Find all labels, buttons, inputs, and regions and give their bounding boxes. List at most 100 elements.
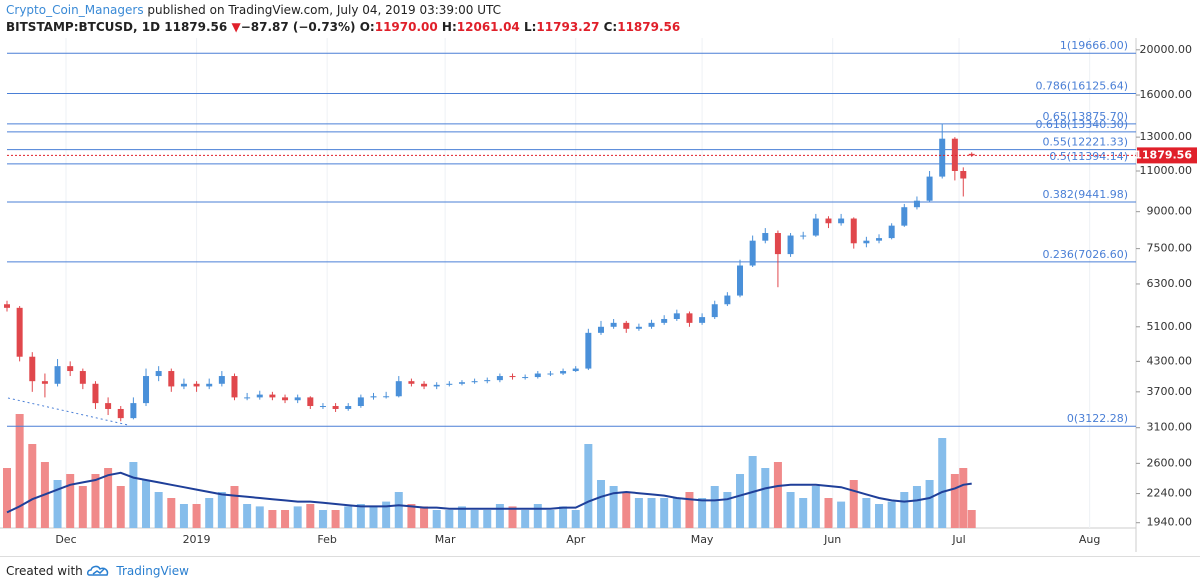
volume-bar [546,510,555,528]
ohlc-line: BITSTAMP:BTCUSD, 1D 11879.56 ▼−87.87 (−0… [6,19,680,36]
candle-body [105,403,112,409]
x-tick-label: Jul [951,533,965,546]
candle-body [332,406,339,409]
candle-body [901,207,908,226]
volume-bar [508,506,517,528]
volume-bar [217,492,226,528]
candle-body [496,376,503,381]
volume-bar [3,468,11,528]
x-tick-label: 2019 [183,533,211,546]
volume-bar [736,474,745,528]
candle-body [155,371,162,377]
candle-body [939,138,946,177]
candle-body [774,233,781,255]
candle-body [206,383,213,387]
candle-body [231,376,238,398]
volume-bar [129,462,138,528]
candle-body [737,265,744,296]
candle-body [41,381,48,384]
l-value: 11793.27 [536,20,600,34]
volume-bar [407,504,416,528]
volume-bar [369,506,378,528]
candle-body [749,240,756,266]
o-label: O: [359,20,375,34]
volume-bar [533,504,542,528]
candle-body [4,304,10,308]
volume-bar [938,438,947,528]
volume-bar [394,492,403,528]
volume-bar [698,498,707,528]
volume-bar [584,444,593,528]
x-tick-label: Apr [566,533,586,546]
symbol: BITSTAMP:BTCUSD, 1D [6,20,161,34]
x-tick-label: May [691,533,714,546]
volume-bar [723,492,732,528]
candle-body [522,377,529,379]
volume-bar [255,506,264,528]
volume-bar [967,510,976,528]
last-price-box [1137,147,1197,164]
volume-bar [28,444,37,528]
fib-label: 0.5(11394.14) [1049,150,1128,163]
published-text: published on TradingView.com, July 04, 2… [147,3,501,17]
candle-body [79,371,86,384]
last-price-label: 11879.56 [1134,148,1192,161]
footer: Created with TradingView [0,556,1200,587]
volume-bar [432,510,441,528]
volume-bar [154,492,163,528]
candle-body [256,394,263,398]
volume-bar [634,498,643,528]
volume-bar [773,462,782,528]
volume-bar [900,492,909,528]
y-tick-label: 4300.00 [1147,354,1193,367]
candle-body [876,238,883,241]
volume-bar [685,492,694,528]
candle-body [29,356,36,382]
volume-bar [78,486,87,528]
volume-bar [710,486,719,528]
author-link[interactable]: Crypto_Coin_Managers [6,3,144,17]
volume-bar [862,498,871,528]
volume-bar [331,510,340,528]
candle-body [926,176,933,201]
chart: Dec 2019 Feb Mar Apr May Jun Jul Aug 20000.00 1600… [0,38,1197,552]
brand[interactable]: TradingView [116,564,189,578]
volume-bar [887,501,896,528]
candle-body [711,304,718,318]
candle-body [345,406,352,409]
volume-bar [268,510,277,528]
candle-body [294,397,301,401]
volume-bar [647,498,656,528]
x-tick-label: Aug [1079,533,1100,546]
header-line: Crypto_Coin_Managers published on Tradin… [6,2,680,19]
volume-bar [382,501,391,528]
volume-bar [15,414,24,528]
volume-bar [521,510,530,528]
candle-body [143,376,150,404]
y-tick-label: 7500.00 [1147,242,1193,255]
fib-label: 0.55(12221.33) [1042,136,1128,149]
candle-body [724,295,731,305]
candle-body [67,366,74,372]
candle-body [117,408,124,419]
volume-bar [811,486,820,528]
candle-body [825,218,832,224]
y-tick-label: 9000.00 [1147,205,1193,218]
volume-bar [420,506,429,528]
c-label: C: [603,20,618,34]
candle-body [484,380,491,382]
y-tick-label: 2600.00 [1147,456,1193,469]
candle-body [913,200,920,208]
x-tick-label: Mar [435,533,456,546]
candle-body [421,383,428,387]
volume-bar [205,498,214,528]
candle-body [509,376,516,378]
y-tick-label: 5100.00 [1147,320,1193,333]
volume-bar [53,480,62,528]
y-tick-label: 3700.00 [1147,385,1193,398]
y-tick-label: 6300.00 [1147,277,1193,290]
fib-label: 0(3122.28) [1067,412,1128,425]
volume-bar [293,506,302,528]
candle-body [534,373,541,378]
